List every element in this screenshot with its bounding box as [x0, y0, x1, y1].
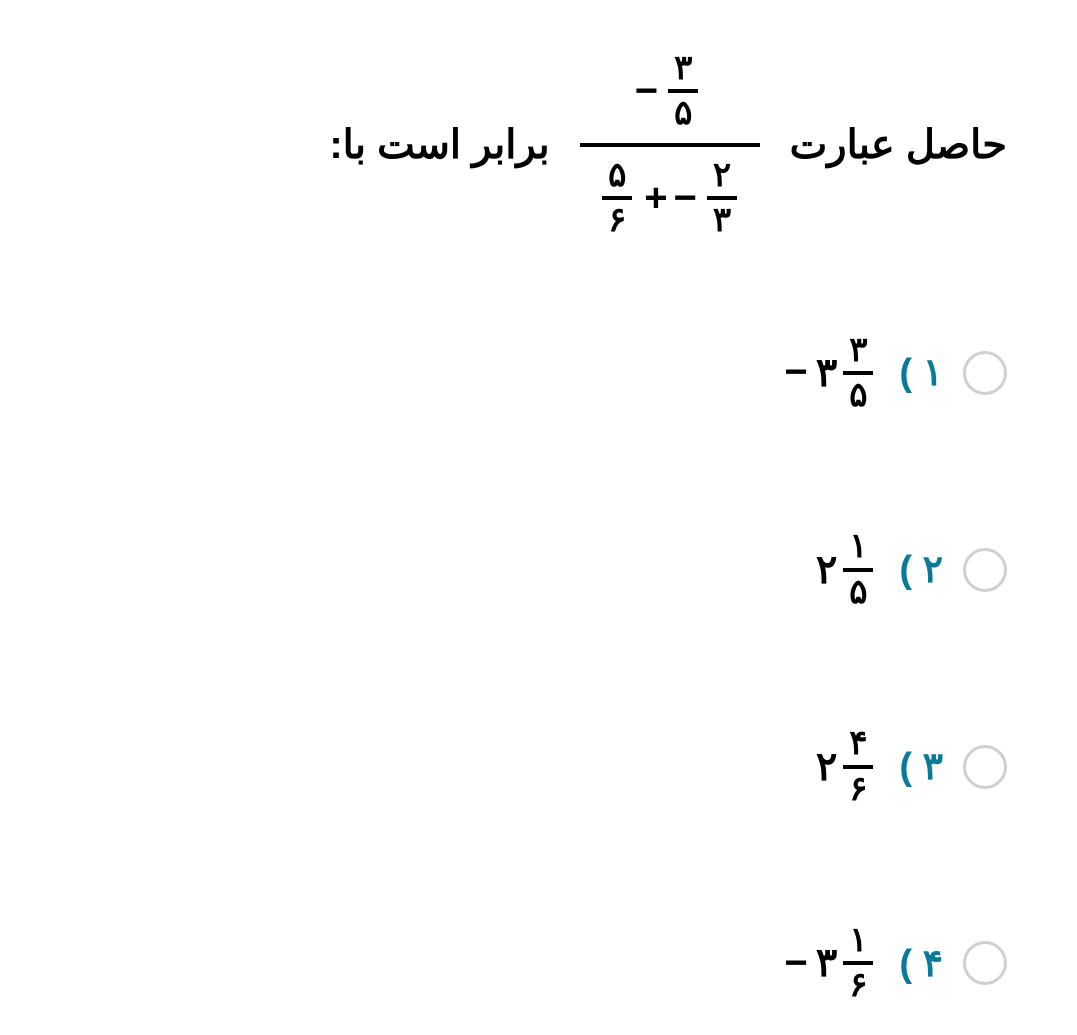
- minus-sign: −: [785, 350, 808, 395]
- question-row: حاصل عبارت − ۳ ۵ ۵ ۶ + − ۲ ۳ ب: [30, 40, 1047, 250]
- minus-sign: −: [785, 941, 808, 986]
- option-value: − ۳ ۱ ۶: [785, 920, 880, 1007]
- option-label: ۲ ): [899, 547, 943, 592]
- option-value: ۲ ۱ ۵: [808, 526, 879, 613]
- whole-number: ۳: [816, 940, 837, 986]
- frac-den: ۶: [845, 769, 871, 810]
- radio-icon[interactable]: [963, 548, 1007, 592]
- option-value: ۲ ۴ ۶: [808, 723, 879, 810]
- fraction-term2: ۲ ۳: [707, 155, 737, 242]
- plus-sign: +: [644, 176, 667, 221]
- expression-denominator: ۵ ۶ + − ۲ ۳: [596, 147, 743, 250]
- radio-icon[interactable]: [963, 745, 1007, 789]
- frac-num: ۱: [845, 920, 871, 961]
- frac-num: ۴: [845, 723, 871, 764]
- question-text-after: برابر است با:: [329, 122, 549, 168]
- fraction: ۳ ۵: [843, 330, 873, 417]
- option-label: ۳ ): [899, 744, 943, 789]
- option-label: ۱ ): [899, 350, 943, 395]
- minus-sign: −: [674, 176, 697, 221]
- frac-den: ۶: [845, 965, 871, 1006]
- option-2[interactable]: ۲ ) ۲ ۱ ۵: [30, 526, 1007, 613]
- option-label: ۴ ): [899, 941, 943, 986]
- whole-number: ۲: [816, 744, 837, 790]
- fraction-top: ۳ ۵: [668, 48, 698, 135]
- fraction-term1: ۵ ۶: [602, 155, 632, 242]
- fraction: ۱ ۶: [843, 920, 873, 1007]
- frac-num: ۱: [845, 526, 871, 567]
- whole-number: ۲: [816, 547, 837, 593]
- expression-numerator: − ۳ ۵: [635, 40, 704, 143]
- frac-num: ۳: [845, 330, 871, 371]
- question-text-before: حاصل عبارت: [790, 122, 1007, 168]
- option-1[interactable]: ۱ ) − ۳ ۳ ۵: [30, 330, 1007, 417]
- frac-num: ۳: [670, 48, 696, 89]
- minus-sign: −: [635, 69, 658, 114]
- frac-den: ۳: [709, 200, 735, 241]
- option-3[interactable]: ۳ ) ۲ ۴ ۶: [30, 723, 1007, 810]
- whole-number: ۳: [816, 350, 837, 396]
- options-list: ۱ ) − ۳ ۳ ۵ ۲ ) ۲ ۱ ۵ ۳ ) ۲: [30, 310, 1047, 1007]
- fraction: ۴ ۶: [843, 723, 873, 810]
- main-expression: − ۳ ۵ ۵ ۶ + − ۲ ۳: [580, 40, 760, 250]
- option-4[interactable]: ۴ ) − ۳ ۱ ۶: [30, 920, 1007, 1007]
- fraction: ۱ ۵: [843, 526, 873, 613]
- radio-icon[interactable]: [963, 351, 1007, 395]
- frac-den: ۵: [845, 375, 871, 416]
- frac-num: ۲: [709, 155, 735, 196]
- option-value: − ۳ ۳ ۵: [785, 330, 880, 417]
- frac-den: ۵: [670, 93, 696, 134]
- radio-icon[interactable]: [963, 941, 1007, 985]
- frac-num: ۵: [604, 155, 630, 196]
- frac-den: ۶: [604, 200, 630, 241]
- frac-den: ۵: [845, 572, 871, 613]
